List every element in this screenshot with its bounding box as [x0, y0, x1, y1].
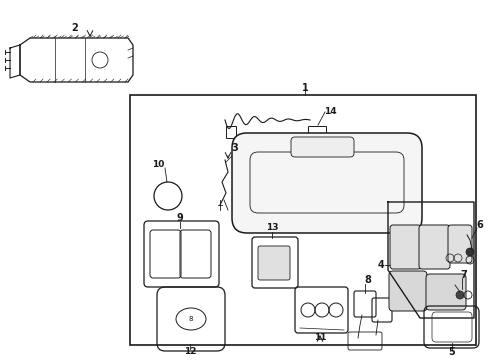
Text: 14: 14: [323, 108, 336, 117]
FancyBboxPatch shape: [389, 225, 420, 269]
Text: 1: 1: [301, 83, 308, 93]
Text: 2: 2: [71, 23, 78, 33]
Text: 8: 8: [188, 316, 193, 322]
Text: 10: 10: [151, 161, 164, 170]
Text: 6: 6: [476, 220, 482, 230]
Circle shape: [465, 248, 473, 256]
Text: 11: 11: [313, 333, 325, 342]
FancyBboxPatch shape: [447, 225, 471, 263]
Circle shape: [455, 291, 463, 299]
Text: 8: 8: [364, 275, 371, 285]
FancyBboxPatch shape: [290, 137, 353, 157]
Bar: [307, 126, 325, 140]
Text: 7: 7: [460, 270, 467, 280]
FancyBboxPatch shape: [231, 133, 421, 233]
Text: 12: 12: [183, 347, 196, 356]
Bar: [225, 126, 236, 138]
Text: 5: 5: [447, 347, 454, 357]
FancyBboxPatch shape: [388, 271, 426, 311]
Text: 13: 13: [265, 224, 278, 233]
Text: 9: 9: [176, 213, 183, 223]
FancyBboxPatch shape: [418, 225, 449, 269]
FancyBboxPatch shape: [258, 246, 289, 280]
Text: 3: 3: [231, 143, 238, 153]
Bar: [130, 95, 475, 345]
Text: 4: 4: [377, 260, 384, 270]
FancyBboxPatch shape: [425, 274, 465, 310]
